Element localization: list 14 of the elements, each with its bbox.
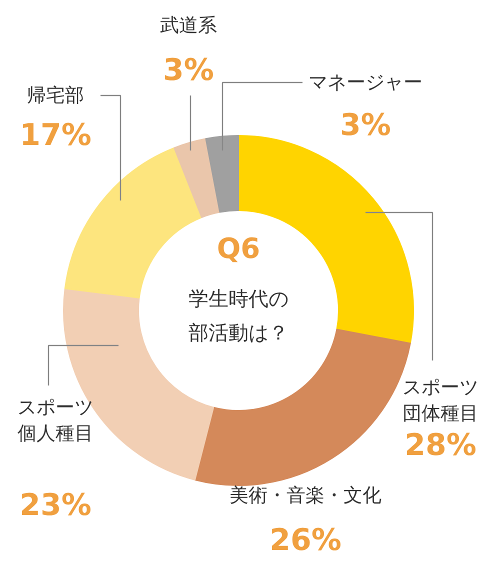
- slice-label: 美術・音楽・文化: [230, 484, 382, 506]
- slice-label: スポーツ個人種目: [18, 396, 94, 445]
- slice-label: マネージャー: [308, 72, 422, 94]
- slice-label: 武道系: [160, 14, 217, 36]
- data-label: 17%: [20, 118, 92, 153]
- slice-label: 帰宅部: [27, 84, 84, 106]
- text: 学生時代の部活動は？: [188, 286, 288, 344]
- text: Q6: [216, 232, 260, 265]
- data-label: 26%: [270, 523, 342, 558]
- data-label: 28%: [404, 428, 476, 463]
- data-label: 3%: [163, 53, 214, 88]
- data-label: 3%: [340, 108, 391, 143]
- slice-label: スポーツ団体種目: [402, 376, 478, 425]
- data-label: 23%: [20, 488, 92, 523]
